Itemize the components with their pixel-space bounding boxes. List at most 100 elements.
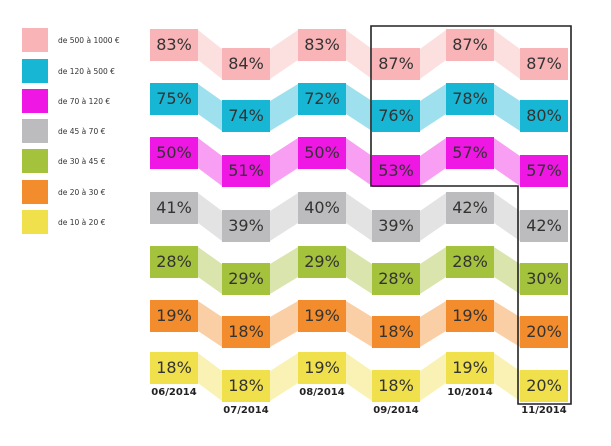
- value-label: 53%: [378, 161, 414, 180]
- value-box: [446, 192, 494, 224]
- value-box: [298, 83, 346, 115]
- value-label: 41%: [156, 198, 192, 217]
- value-box: [372, 370, 420, 402]
- connector-band: [420, 84, 446, 131]
- connector-band: [198, 138, 222, 186]
- legend-item: de 10 à 20 €: [22, 210, 105, 234]
- connector-band: [270, 30, 298, 79]
- value-label: 57%: [526, 161, 562, 180]
- value-box: [150, 83, 198, 115]
- connector-band: [494, 193, 520, 241]
- connector-band: [346, 353, 372, 401]
- value-label: 76%: [378, 106, 414, 125]
- legend-swatch: [22, 119, 48, 143]
- legend-item: de 70 à 120 €: [22, 89, 110, 113]
- value-box: [222, 263, 270, 295]
- value-box: [150, 300, 198, 332]
- value-box: [150, 192, 198, 224]
- legend-item: de 20 à 30 €: [22, 180, 105, 204]
- connector-band: [420, 30, 446, 79]
- value-label: 19%: [304, 306, 340, 325]
- value-box: [520, 210, 568, 242]
- value-label: 40%: [304, 198, 340, 217]
- connector-band: [494, 247, 520, 294]
- connector-band: [198, 301, 222, 347]
- value-label: 42%: [452, 198, 488, 217]
- value-box: [520, 48, 568, 80]
- legend-label: de 30 à 45 €: [58, 156, 106, 166]
- connector-band: [494, 84, 520, 131]
- month-label: 06/2014: [151, 387, 197, 398]
- value-box: [520, 316, 568, 348]
- value-label: 87%: [378, 54, 414, 73]
- value-box: [446, 83, 494, 115]
- value-label: 83%: [304, 35, 340, 54]
- value-box: [446, 300, 494, 332]
- value-box: [222, 316, 270, 348]
- value-box: [222, 48, 270, 80]
- legend-label: de 45 à 70 €: [58, 126, 106, 136]
- value-box: [298, 29, 346, 61]
- value-label: 18%: [378, 376, 414, 395]
- value-box: [372, 100, 420, 132]
- value-label: 75%: [156, 89, 192, 108]
- value-label: 20%: [526, 376, 562, 395]
- value-label: 87%: [452, 35, 488, 54]
- value-box: [150, 137, 198, 169]
- value-label: 83%: [156, 35, 192, 54]
- value-box: [222, 100, 270, 132]
- value-box: [150, 29, 198, 61]
- value-box: [446, 29, 494, 61]
- value-label: 51%: [228, 161, 264, 180]
- value-box: [222, 155, 270, 187]
- connector-band: [346, 30, 372, 79]
- connector-band: [346, 138, 372, 186]
- connector-band: [270, 301, 298, 347]
- month-label: 08/2014: [299, 387, 345, 398]
- legend-label: de 500 à 1000 €: [58, 35, 120, 45]
- connector-band: [346, 84, 372, 131]
- value-box: [372, 48, 420, 80]
- value-label: 50%: [304, 143, 340, 162]
- value-box: [298, 192, 346, 224]
- value-label: 30%: [526, 269, 562, 288]
- month-label: 09/2014: [373, 405, 419, 416]
- value-box: [446, 246, 494, 278]
- value-label: 74%: [228, 106, 264, 125]
- value-box: [372, 316, 420, 348]
- value-label: 29%: [228, 269, 264, 288]
- legend-label: de 20 à 30 €: [58, 187, 106, 197]
- value-box: [150, 246, 198, 278]
- connector-band: [270, 193, 298, 241]
- connector-band: [494, 353, 520, 401]
- legend-item: de 45 à 70 €: [22, 119, 105, 143]
- legend-item: de 500 à 1000 €: [22, 28, 120, 52]
- legend-item: de 120 à 500 €: [22, 59, 115, 83]
- value-label: 80%: [526, 106, 562, 125]
- value-label: 20%: [526, 322, 562, 341]
- highlight-outline: [370, 25, 572, 405]
- connector-band: [346, 193, 372, 241]
- connector-band: [346, 247, 372, 294]
- legend-label: de 10 à 20 €: [58, 217, 106, 227]
- value-box: [520, 100, 568, 132]
- value-label: 39%: [378, 216, 414, 235]
- value-label: 78%: [452, 89, 488, 108]
- value-box: [298, 352, 346, 384]
- value-label: 87%: [526, 54, 562, 73]
- value-label: 18%: [228, 376, 264, 395]
- connector-band: [198, 353, 222, 401]
- value-label: 18%: [228, 322, 264, 341]
- connector-band: [420, 301, 446, 347]
- connector-band: [420, 247, 446, 294]
- value-box: [222, 370, 270, 402]
- connector-band: [494, 301, 520, 347]
- month-label: 07/2014: [223, 405, 269, 416]
- value-label: 19%: [156, 306, 192, 325]
- value-box: [298, 137, 346, 169]
- legend-item: de 30 à 45 €: [22, 149, 105, 173]
- value-label: 28%: [452, 252, 488, 271]
- month-label: 10/2014: [447, 387, 493, 398]
- connector-band: [198, 193, 222, 241]
